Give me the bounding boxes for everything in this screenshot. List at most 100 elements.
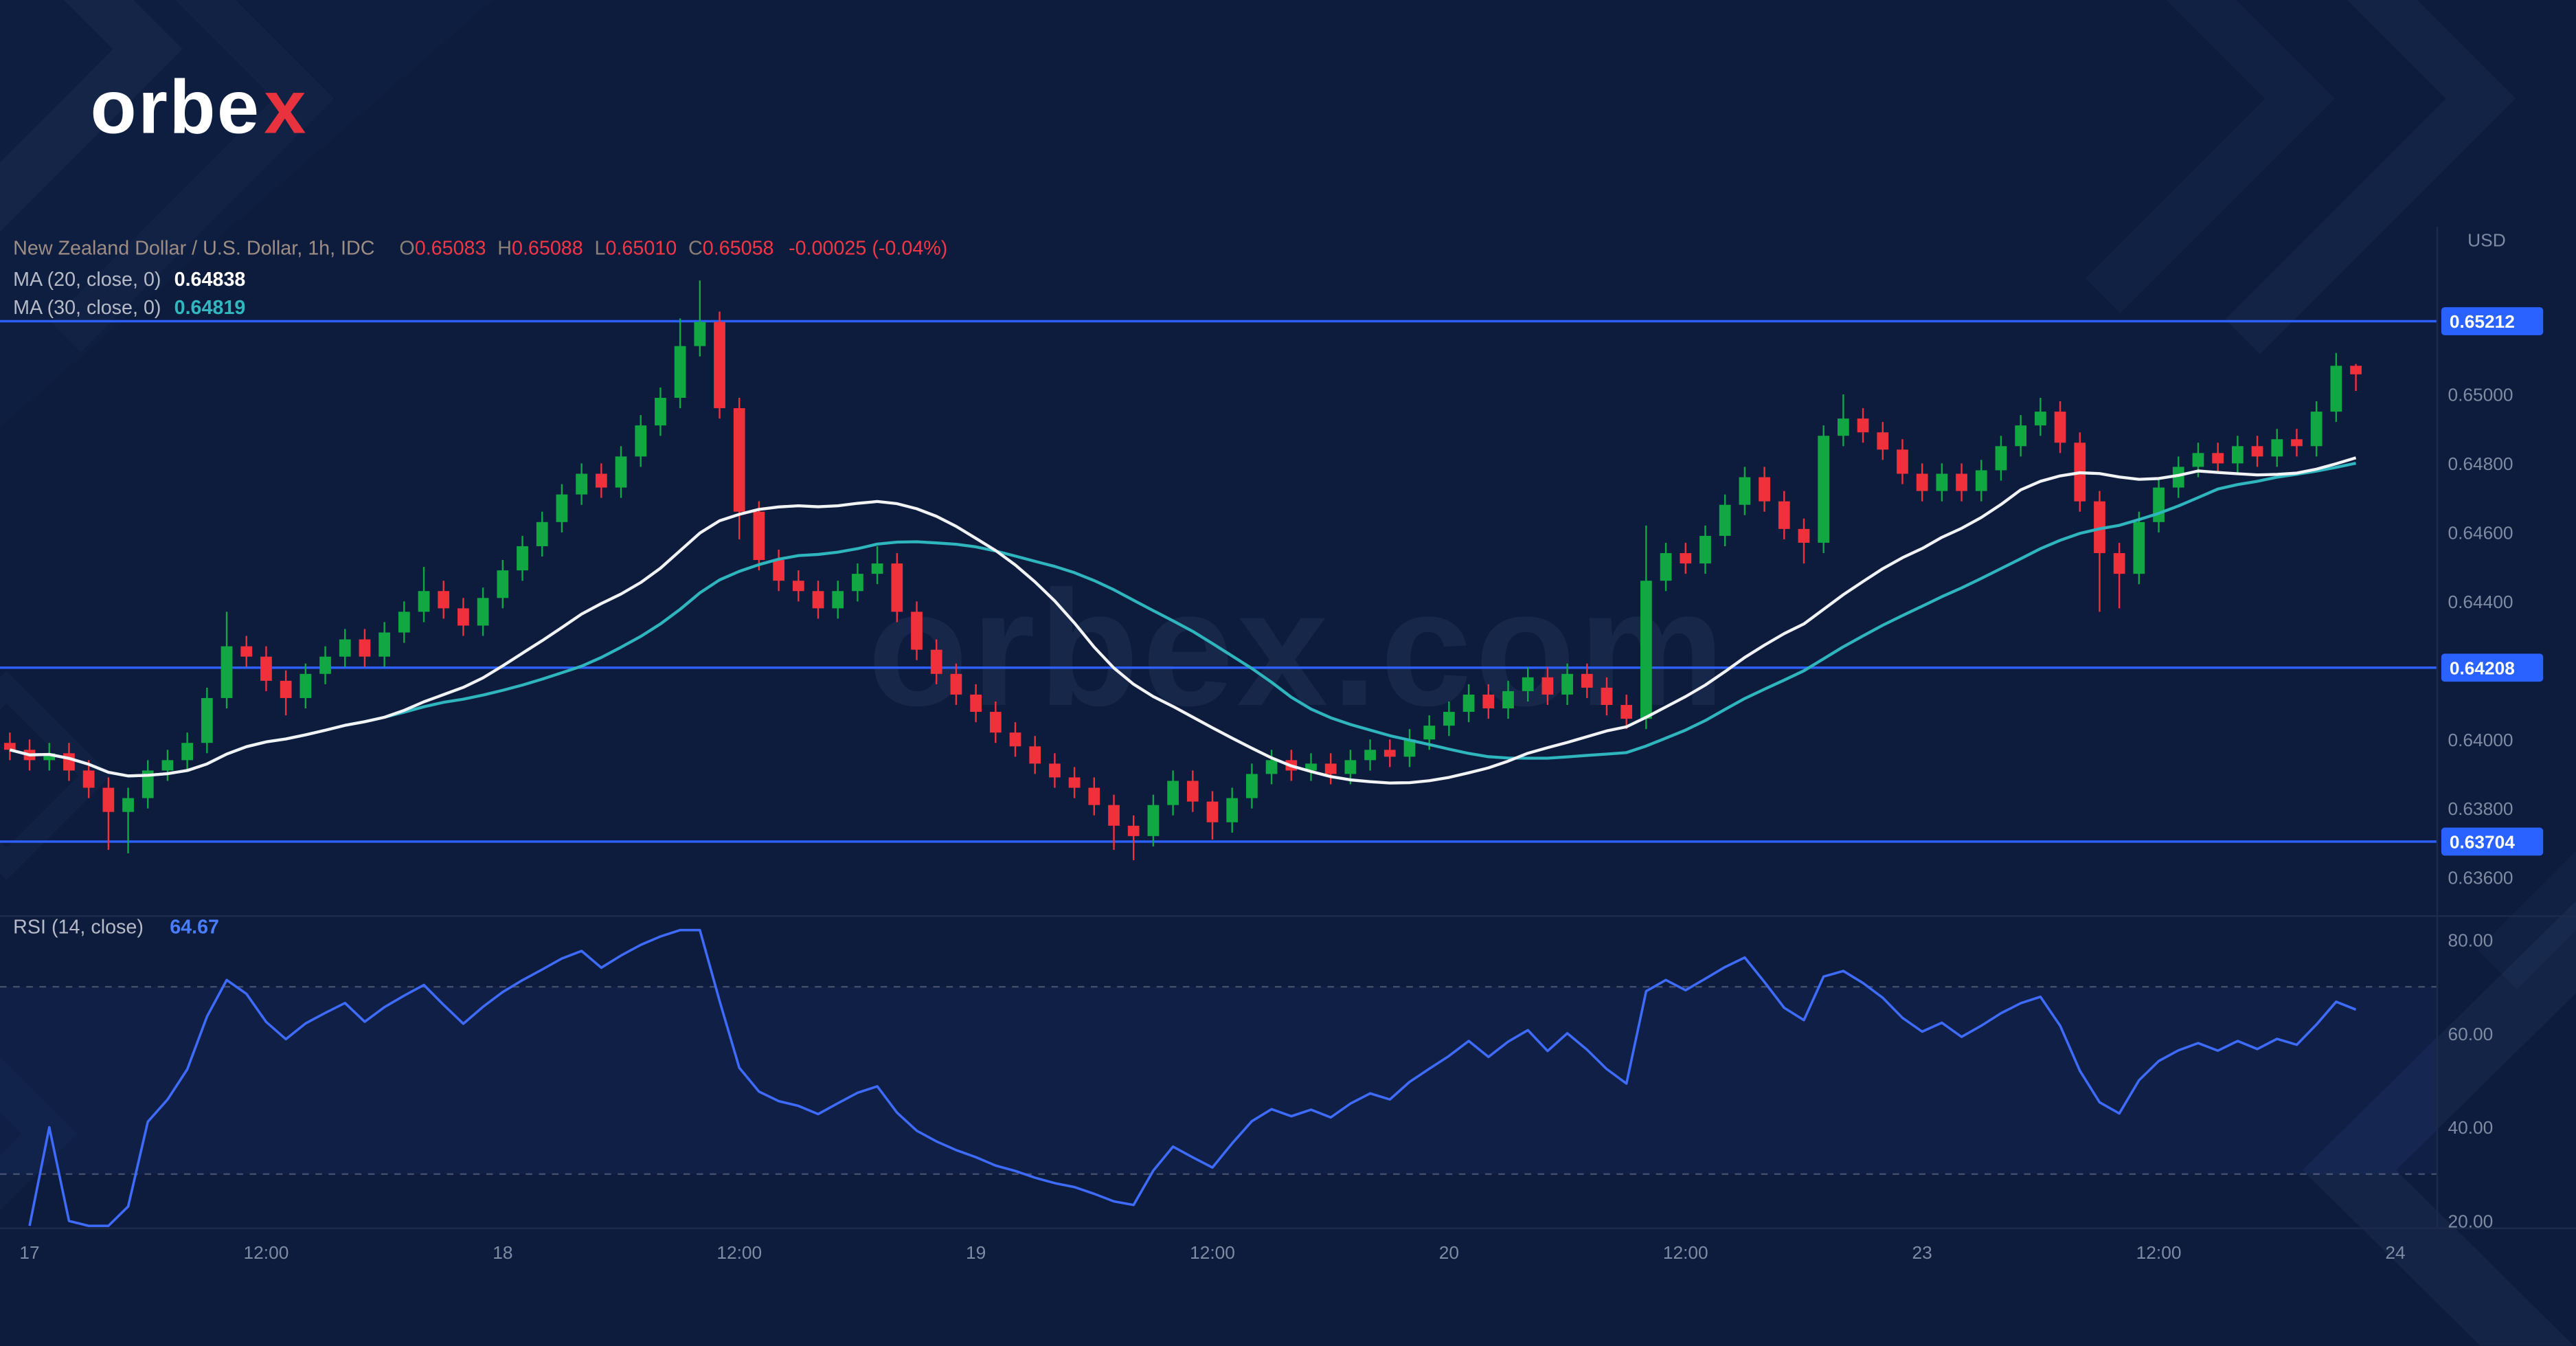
price-tick-label: 0.64600 (2448, 522, 2513, 543)
candle-body (655, 398, 666, 426)
candle-body (260, 656, 272, 681)
candle-body (1838, 418, 1849, 436)
candle-body (2330, 366, 2342, 412)
candle-body (694, 322, 706, 346)
candle-body (2271, 439, 2283, 457)
close-label: C (688, 236, 703, 260)
price-axis[interactable]: 0.65000 0.64800 0.64600 0.64400 0.64000 0.638… (2441, 307, 2544, 888)
candle-body (2231, 446, 2244, 464)
candle-body (1798, 528, 1810, 543)
rsi-tick-label: 60.00 (2448, 1024, 2493, 1044)
candle-body (1522, 677, 1534, 691)
candle-body (714, 322, 725, 409)
price-level-label-box (2441, 653, 2544, 682)
change-value: -0.00025 (-0.04%) (789, 236, 948, 260)
time-axis[interactable]: 17 12:00 18 12:00 19 12:00 20 12:00 23 12:00 24 (19, 1242, 2405, 1263)
candle-body (339, 639, 351, 657)
time-tick-label: 19 (966, 1242, 986, 1263)
candle-body (556, 494, 568, 522)
rsi-legend[interactable]: RSI (14, close) 64.67 (13, 915, 219, 938)
rsi-indicator[interactable] (28, 928, 2357, 1227)
ma30-legend[interactable]: MA (30, close, 0) 0.64819 (13, 295, 245, 318)
high-label: H (497, 236, 512, 260)
time-tick-label: 12:00 (1190, 1242, 1235, 1263)
candle-body (418, 591, 430, 612)
price-level-label: 0.64208 (2450, 658, 2515, 678)
candle-body (1502, 691, 1514, 709)
candle-body (122, 798, 134, 812)
candle-body (1443, 712, 1455, 726)
chart-watermark: orbex.com (868, 557, 1728, 741)
candle-body (1897, 449, 1908, 474)
candle-body (1601, 687, 1613, 705)
candle-body (1049, 763, 1061, 778)
candle-body (1581, 673, 1593, 688)
ma30-line[interactable] (9, 462, 2356, 778)
chevron-decoration (2477, 851, 2576, 989)
time-tick-label: 12:00 (2136, 1242, 2182, 1263)
candlestick-series[interactable] (3, 280, 2362, 861)
low-label: L (594, 236, 606, 260)
candle-body (2212, 453, 2224, 464)
candle-body (2034, 412, 2046, 426)
candle-body (1383, 750, 1396, 757)
candle-body (911, 612, 923, 650)
chevron-decoration (0, 0, 183, 232)
price-level-label-box (2441, 827, 2544, 856)
time-tick-label: 12:00 (716, 1242, 762, 1263)
ma20-value: 0.64838 (174, 267, 246, 291)
candle-body (319, 656, 331, 674)
candle-body (221, 646, 233, 698)
price-tick-label: 0.64800 (2448, 453, 2513, 474)
candle-body (142, 770, 154, 798)
price-level-label: 0.63704 (2450, 831, 2515, 852)
candle-body (615, 456, 627, 488)
candle-body (398, 612, 410, 633)
candle-body (812, 591, 824, 609)
rsi-axis[interactable]: 80.00 60.00 40.00 20.00 (2448, 930, 2493, 1232)
candle-body (1699, 535, 1711, 564)
high-value: 0.65088 (511, 236, 583, 260)
rsi-line[interactable] (28, 928, 2357, 1227)
chevron-decoration (2225, 0, 2516, 355)
candle-body (989, 712, 1002, 733)
price-level-label-box (2441, 307, 2544, 335)
candle-body (832, 591, 844, 609)
candle-body (2251, 446, 2263, 457)
candle-body (161, 760, 174, 771)
rsi-label: RSI (14, close) (13, 915, 144, 939)
ma20-line[interactable] (9, 456, 2357, 785)
candle-body (674, 346, 686, 399)
candle-body (733, 408, 745, 512)
candle-body (1305, 763, 1317, 771)
rsi-band-fill (0, 987, 2437, 1174)
candle-body (2172, 467, 2184, 488)
price-level-lines[interactable] (0, 319, 2437, 843)
price-tick-label: 0.64400 (2448, 592, 2513, 612)
candle-body (1975, 470, 1987, 491)
open-value: 0.65083 (414, 236, 486, 260)
time-tick-label: 12:00 (1663, 1242, 1708, 1263)
price-tick-label: 0.64000 (2448, 730, 2513, 750)
candle-body (1936, 473, 1948, 491)
candle-body (2133, 521, 2145, 574)
ma20-legend[interactable]: MA (20, close, 0) 0.64838 (13, 268, 245, 291)
symbol-legend[interactable]: New Zealand Dollar / U.S. Dollar, 1h, ID… (13, 236, 947, 259)
candle-body (1482, 694, 1495, 709)
candle-body (576, 473, 587, 495)
candle-body (930, 649, 942, 674)
candle-body (1462, 694, 1475, 713)
candle-body (82, 770, 95, 788)
candle-body (280, 680, 292, 698)
candle-body (1956, 473, 1967, 491)
candle-body (1226, 798, 1239, 822)
moving-average-lines[interactable] (9, 456, 2357, 785)
candle-body (1759, 477, 1770, 502)
candle-body (595, 473, 607, 488)
candle-body (1857, 418, 1869, 433)
candle-body (891, 563, 903, 612)
